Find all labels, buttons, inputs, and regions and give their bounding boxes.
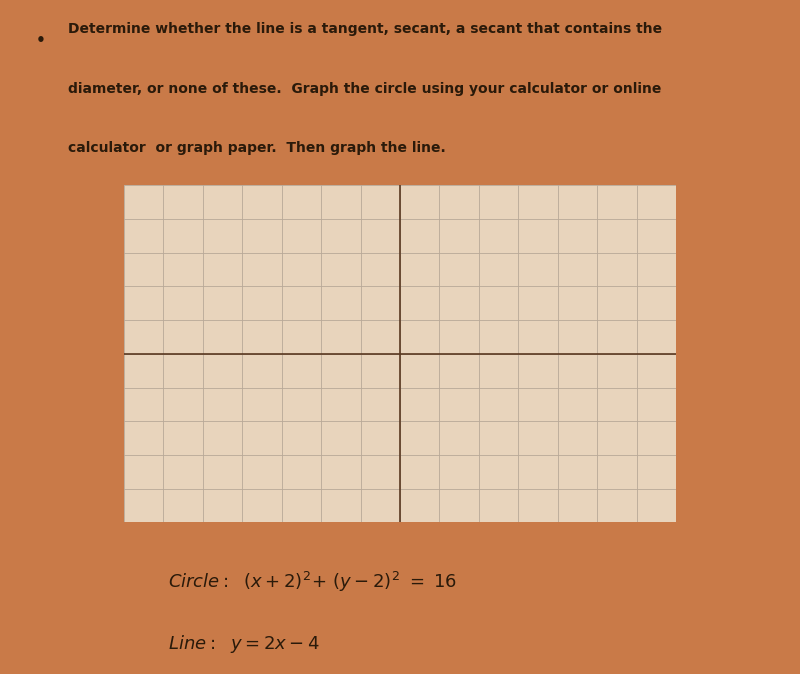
Text: $\mathit{Circle:}\ \ (x+2)^2\!+\,(y-2)^2\ =\ 16$: $\mathit{Circle:}\ \ (x+2)^2\!+\,(y-2)^2…	[168, 570, 457, 594]
Text: $\mathit{Line:}\ \ y=2x-4$: $\mathit{Line:}\ \ y=2x-4$	[168, 634, 320, 655]
Text: •: •	[36, 34, 46, 49]
Text: calculator  or graph paper.  Then graph the line.: calculator or graph paper. Then graph th…	[68, 141, 446, 155]
Text: diameter, or none of these.  Graph the circle using your calculator or online: diameter, or none of these. Graph the ci…	[68, 82, 662, 96]
Text: Determine whether the line is a tangent, secant, a secant that contains the: Determine whether the line is a tangent,…	[68, 22, 662, 36]
